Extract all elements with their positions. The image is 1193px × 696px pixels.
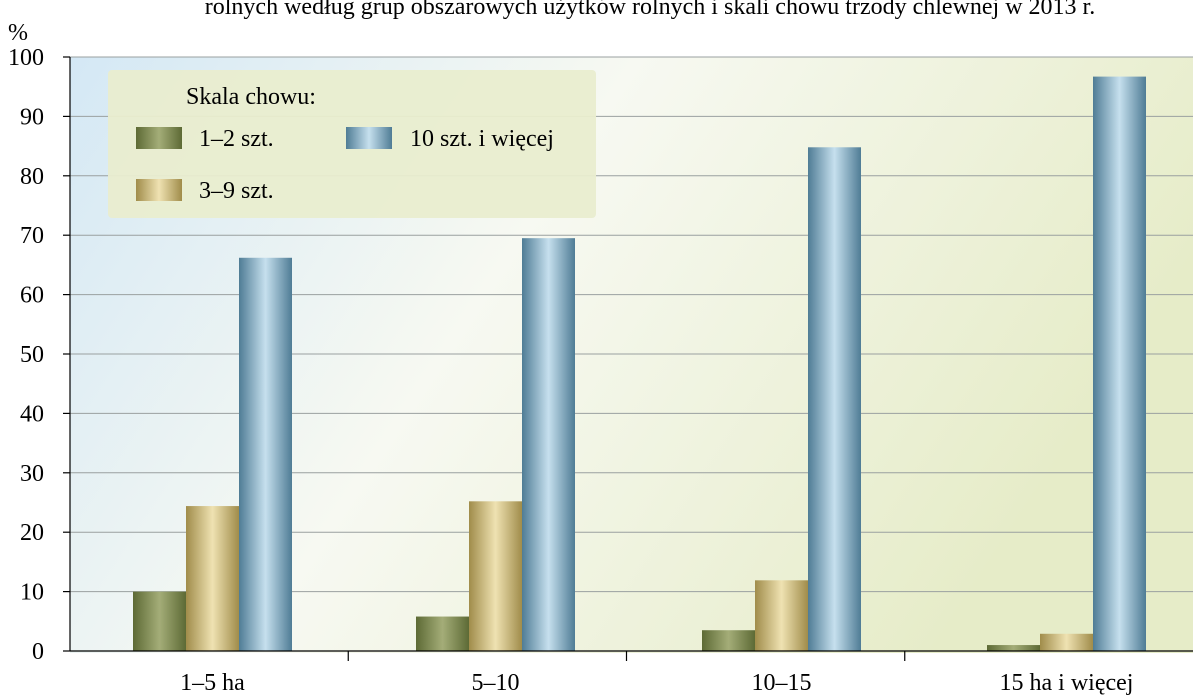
- y-tick-label-60: 60: [20, 283, 44, 309]
- y-tick-label-100: 100: [8, 45, 44, 71]
- y-tick-label-40: 40: [20, 401, 44, 427]
- legend-swatch-1-2-szt: [136, 127, 182, 149]
- bar-2-series-3: [522, 238, 575, 652]
- x-tick-label-2: 5–10: [472, 670, 520, 696]
- legend-label-3-9-szt: 3–9 szt.: [199, 178, 274, 204]
- axes: 0 10 20 30 40 50 60 70 80 90 100 1–5 ha 5–10 10–15 15 …: [8, 45, 1193, 696]
- y-tick-label-90: 90: [20, 104, 44, 130]
- bars: [133, 76, 1146, 652]
- x-tick-label-4: 15 ha i więcej: [1000, 670, 1134, 696]
- bar-2-series-2: [469, 501, 522, 651]
- legend-swatch-3-9-szt: [136, 179, 182, 201]
- bar-3-series-3: [808, 147, 861, 651]
- bar-2-series-1: [416, 616, 469, 651]
- legend-label-10-szt-i-wiecej: 10 szt. i więcej: [410, 126, 554, 152]
- legend-swatch-10-szt-i-wiecej: [346, 127, 392, 149]
- bar-4-series-2: [1040, 633, 1093, 651]
- y-tick-label-80: 80: [20, 164, 44, 190]
- bar-1-series-2: [186, 506, 239, 651]
- bar-4-series-3: [1093, 76, 1146, 652]
- y-axis-unit-label: %: [8, 20, 28, 46]
- bar-4-series-1: [987, 645, 1040, 651]
- bar-3-series-1: [702, 630, 755, 651]
- bar-1-series-1: [133, 591, 186, 651]
- y-tick-label-70: 70: [20, 223, 44, 249]
- x-tick-label-1: 1–5 ha: [180, 670, 245, 696]
- legend: Skala chowu: 1–2 szt. 10 szt. i więcej 3…: [108, 70, 596, 218]
- y-tick-label-0: 0: [32, 639, 44, 665]
- y-tick-label-10: 10: [20, 580, 44, 606]
- y-tick-label-50: 50: [20, 342, 44, 368]
- legend-label-1-2-szt: 1–2 szt.: [199, 126, 274, 152]
- bar-1-series-3: [239, 257, 292, 651]
- legend-title: Skala chowu:: [186, 84, 316, 110]
- chart-title: rolnych według grup obszarowych użytków …: [205, 0, 1095, 20]
- y-tick-label-20: 20: [20, 520, 44, 546]
- bar-3-series-2: [755, 580, 808, 651]
- x-tick-label-3: 10–15: [752, 670, 812, 696]
- y-tick-label-30: 30: [20, 461, 44, 487]
